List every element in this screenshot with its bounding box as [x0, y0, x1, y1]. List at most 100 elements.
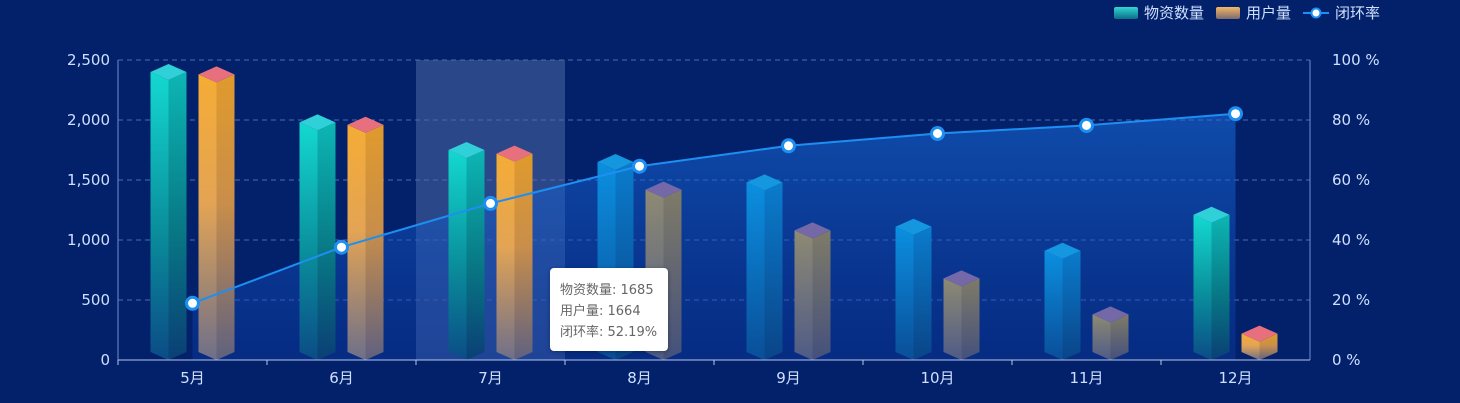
bar-users-10月-top-face — [943, 270, 980, 287]
x-tick-label: 10月 — [920, 369, 954, 387]
bar-users-11月-top-face — [1092, 306, 1129, 323]
bar-materials-5月-right-face — [168, 72, 187, 360]
legend-swatch-users — [1215, 6, 1240, 19]
y-tick-right-label: 40 % — [1332, 231, 1370, 249]
bar-users-7月-left-face — [496, 153, 515, 360]
bar-materials-11月-left-face — [1044, 250, 1063, 360]
tooltip-row-users: 用户量: 1664 — [560, 304, 641, 319]
bar-materials-12月-top-face — [1193, 206, 1230, 223]
bar-users-10月 — [943, 270, 980, 360]
bar-materials-10月-top-face — [895, 218, 932, 235]
bar-materials-5月-left-face — [150, 72, 169, 360]
closure-rate-point-8月 — [632, 158, 647, 174]
bar-users-5月-left-face — [198, 74, 217, 361]
y-tick-right-label: 80 % — [1332, 111, 1370, 129]
legend-label-closure-rate: 闭环率 — [1334, 4, 1380, 22]
closure-rate-point-12月 — [1228, 106, 1243, 122]
bar-users-6月-right-face — [365, 124, 384, 360]
x-tick-label: 7月 — [478, 369, 503, 387]
bar-materials-9月 — [746, 174, 783, 360]
bar-users-12月-top-face — [1241, 325, 1278, 342]
bar-materials-6月-top-face — [299, 114, 336, 131]
legend-item-users[interactable]: 用户量 — [1215, 2, 1291, 23]
bar-materials-5月 — [150, 64, 187, 360]
bar-users-7月-right-face — [514, 153, 533, 360]
bar-users-5月-right-face — [216, 74, 235, 361]
y-tick-left-label: 1,500 — [67, 171, 110, 189]
x-tick-label: 9月 — [776, 369, 801, 387]
legend-label-materials: 物资数量 — [1143, 4, 1204, 22]
closure-rate-point-9月 — [781, 138, 796, 154]
bar-users-7月-top-face — [496, 145, 533, 162]
y-tick-right-label: 0 % — [1332, 351, 1361, 369]
bar-users-11月-left-face — [1092, 314, 1111, 360]
bar-users-5月 — [198, 66, 235, 361]
bar-materials-9月-left-face — [746, 182, 765, 360]
legend: 物资数量 用户量 闭环率 — [1113, 2, 1380, 23]
bar-users-9月-left-face — [794, 230, 813, 360]
bar-users-12月-left-face — [1241, 333, 1260, 360]
x-tick-label: 11月 — [1069, 369, 1103, 387]
legend-item-materials[interactable]: 物资数量 — [1113, 2, 1204, 23]
y-tick-left-label: 2,000 — [67, 111, 110, 129]
bar-users-11月-right-face — [1110, 314, 1129, 360]
bar-materials-6月 — [299, 114, 336, 361]
bar-materials-6月-left-face — [299, 122, 318, 361]
tooltip-row-materials: 物资数量: 1685 — [560, 283, 654, 298]
bar-materials-7月-top-face — [448, 142, 485, 158]
bar-materials-10月-right-face — [913, 226, 932, 360]
bar-users-10月-left-face — [943, 278, 962, 360]
bar-users-10月-right-face — [961, 278, 980, 360]
x-tick-label: 6月 — [329, 369, 354, 387]
bar-materials-10月-left-face — [895, 226, 914, 360]
legend-swatch-materials — [1113, 6, 1138, 19]
closure-rate-line — [192, 112, 1236, 305]
closure-rate-point-6月 — [334, 239, 349, 255]
bar-users-9月-top-face — [794, 222, 831, 239]
closure-rate-point-11月 — [1079, 117, 1094, 133]
bar-materials-9月-top-face — [746, 174, 783, 191]
bar-users-6月-top-face — [347, 116, 384, 133]
bar-materials-11月-right-face — [1062, 250, 1081, 360]
y-tick-left-label: 0 — [100, 351, 110, 369]
y-tick-left-label: 2,500 — [67, 51, 110, 69]
bar-materials-12月-right-face — [1211, 214, 1230, 360]
bar-materials-10月 — [895, 218, 932, 360]
bar-materials-12月-left-face — [1193, 214, 1212, 360]
x-tick-label: 5月 — [180, 369, 205, 387]
bar-materials-7月-right-face — [466, 150, 485, 360]
tooltip-row-closure-rate: 闭环率: 52.19% — [560, 325, 658, 340]
x-tick-label: 8月 — [627, 369, 652, 387]
bar-users-11月 — [1092, 306, 1129, 360]
bar-users-6月 — [347, 116, 384, 360]
bar-users-5月-top-face — [198, 66, 235, 83]
bar-materials-7月 — [448, 142, 485, 360]
legend-label-users: 用户量 — [1245, 4, 1291, 22]
bar-users-9月-right-face — [812, 230, 831, 360]
bar-users-8月-right-face — [663, 189, 682, 360]
bar-users-7月 — [496, 145, 533, 360]
closure-rate-point-7月 — [483, 195, 498, 211]
bar-materials-11月-top-face — [1044, 242, 1081, 259]
tooltip: 物资数量: 1685 用户量: 1664 闭环率: 52.19% — [550, 268, 668, 351]
bar-materials-9月-right-face — [764, 182, 783, 360]
y-tick-left-label: 500 — [81, 291, 110, 309]
bar-users-12月 — [1241, 325, 1278, 360]
bar-materials-6月-right-face — [317, 122, 336, 361]
closure-rate-point-5月 — [185, 295, 200, 311]
bar-materials-12月 — [1193, 206, 1230, 360]
bar-users-8月-top-face — [645, 181, 682, 198]
y-tick-right-label: 100 % — [1332, 51, 1380, 69]
bar-materials-8月-top-face — [597, 154, 634, 170]
x-tick-label: 12月 — [1218, 369, 1252, 387]
legend-item-closure-rate[interactable]: 闭环率 — [1302, 2, 1380, 23]
bar-materials-5月-top-face — [150, 64, 187, 80]
legend-line-marker-icon — [1302, 7, 1329, 18]
bar-users-9月 — [794, 222, 831, 360]
bar-users-12月-right-face — [1259, 333, 1278, 360]
y-tick-right-label: 20 % — [1332, 291, 1370, 309]
closure-rate-point-10月 — [930, 126, 945, 141]
bar-materials-7月-left-face — [448, 150, 467, 360]
y-tick-left-label: 1,000 — [67, 231, 110, 249]
